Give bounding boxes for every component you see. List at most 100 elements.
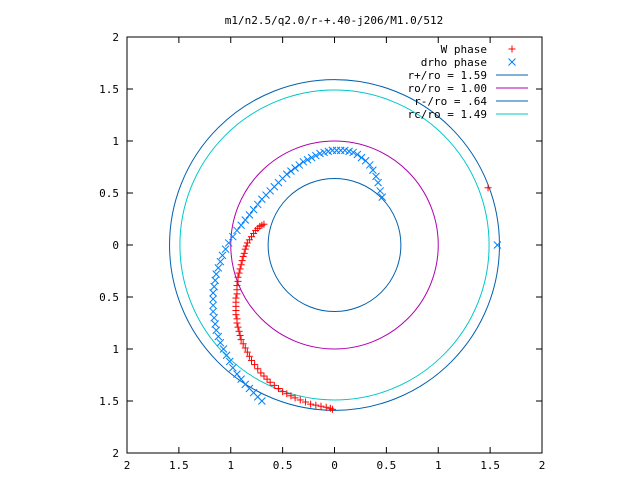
- w-phase-point: [241, 344, 249, 352]
- w-phase-point: [237, 261, 245, 269]
- drho-phase-point: [211, 276, 220, 285]
- x-tick-label: 0.5: [376, 459, 396, 472]
- x-tick-label: 1.5: [480, 459, 500, 472]
- x-tick-label: 0: [331, 459, 338, 472]
- w-phase-point: [270, 381, 278, 389]
- drho-phase-point: [237, 221, 245, 230]
- w-phase-point: [235, 269, 243, 277]
- drho-phase-point: [287, 167, 295, 176]
- legend-label: ro/ro = 1.00: [408, 82, 487, 95]
- y-tick-label: 0.5: [99, 291, 119, 304]
- drho-phase-point: [299, 157, 308, 166]
- w-phase-point: [279, 388, 287, 396]
- drho-phase-point: [233, 226, 241, 235]
- w-phase-point: [266, 378, 274, 386]
- w-phase-point: [239, 252, 247, 260]
- circle-ro: [230, 140, 439, 350]
- w-phase-point: [254, 365, 262, 373]
- drho-phase-point: [237, 375, 245, 384]
- drho-phase-point: [209, 307, 217, 316]
- drho-phase-point: [493, 241, 502, 249]
- drho-phase-point: [332, 146, 341, 155]
- drho-phase-point: [212, 326, 221, 335]
- w-phase-point: [240, 249, 248, 257]
- w-phase-point: [235, 327, 243, 335]
- drho-phase-point: [291, 164, 299, 172]
- y-tick-label: 2: [112, 447, 119, 460]
- drho-phase-point: [214, 332, 223, 341]
- w-phase-point: [260, 372, 268, 380]
- y-tick-label: 1: [112, 135, 119, 148]
- w-phase-point: [233, 319, 241, 327]
- y-tick-label: 0.5: [99, 187, 119, 200]
- drho-phase-point: [374, 178, 382, 187]
- w-phase-point: [243, 239, 251, 247]
- drho-phase-point: [253, 200, 262, 209]
- drho-phase-point: [307, 153, 316, 162]
- w-phase-point: [241, 245, 249, 253]
- y-tick-label: 1: [112, 343, 119, 356]
- drho-phase-point: [369, 166, 377, 174]
- y-tick-label: 0: [112, 239, 119, 252]
- drho-phase-point: [376, 187, 385, 195]
- w-phase-point: [312, 401, 320, 409]
- drho-phase-point: [316, 149, 324, 158]
- drho-phase-point: [218, 251, 227, 260]
- y-tick-label: 2: [112, 31, 119, 44]
- reference-circles: [169, 79, 500, 411]
- circle-rc: [179, 89, 490, 401]
- drho-phase-point: [209, 295, 217, 303]
- drho-phase-point: [353, 150, 362, 159]
- w-phase-point: [274, 385, 282, 393]
- legend-label: drho phase: [421, 56, 487, 69]
- drho-phase-point: [372, 172, 380, 181]
- legend-marker-sample: [508, 45, 516, 53]
- legend-marker-sample: [508, 58, 516, 66]
- legend-label: r-/ro = .64: [414, 95, 487, 108]
- w-phase-point: [239, 340, 247, 348]
- drho-phase-point: [222, 351, 231, 360]
- w-phase-point: [243, 348, 251, 356]
- drho-phase-point: [295, 161, 304, 169]
- legend-label: rc/ro = 1.49: [408, 108, 487, 121]
- drho-phase-point: [378, 193, 387, 202]
- w-phase-point: [322, 403, 330, 411]
- drho-phase-point: [336, 146, 345, 155]
- w-phase-point: [296, 396, 304, 404]
- drho-phase-point: [219, 345, 228, 353]
- drho-phase-point: [228, 232, 237, 241]
- w-phase-point: [283, 390, 291, 398]
- drho-phase-point: [361, 156, 370, 165]
- drho-phase-point: [210, 282, 219, 291]
- w-phase-point: [248, 356, 255, 364]
- drho-phase-point: [210, 313, 219, 322]
- x-tick-label: 1.5: [169, 459, 189, 472]
- w-phase-point: [263, 375, 271, 383]
- drho-phase-point: [209, 288, 217, 297]
- drho-phase-point: [211, 320, 220, 328]
- x-tick-label: 0.5: [273, 459, 293, 472]
- w-phase-point: [317, 402, 325, 410]
- w-phase-point: [234, 277, 242, 285]
- w-phase-point: [307, 400, 315, 408]
- w-phase-point: [245, 352, 253, 360]
- legend-label: r+/ro = 1.59: [408, 69, 487, 82]
- w-phase-point: [251, 361, 259, 369]
- drho-phase-point: [212, 270, 221, 278]
- w-phase-point: [236, 265, 244, 273]
- drho-phase-point: [241, 216, 250, 224]
- axis-ticks: 2 1.5 1 0.5 0 0.5 1 1.5 221.510.500.511.52: [99, 31, 545, 472]
- drho-phase-point: [311, 151, 320, 160]
- circle-r: [267, 177, 402, 313]
- w-phase-point: [287, 392, 295, 400]
- drho-phase-point: [245, 210, 254, 219]
- drho-phase-point: [221, 245, 230, 254]
- drho-phase-point: [216, 338, 225, 347]
- drho-phase-point: [224, 239, 233, 247]
- legend-label: W phase: [441, 43, 487, 56]
- w-phase-point: [232, 311, 240, 319]
- y-tick-label: 1.5: [99, 395, 119, 408]
- w-phase-point: [484, 184, 492, 192]
- x-tick-label: 1: [435, 459, 442, 472]
